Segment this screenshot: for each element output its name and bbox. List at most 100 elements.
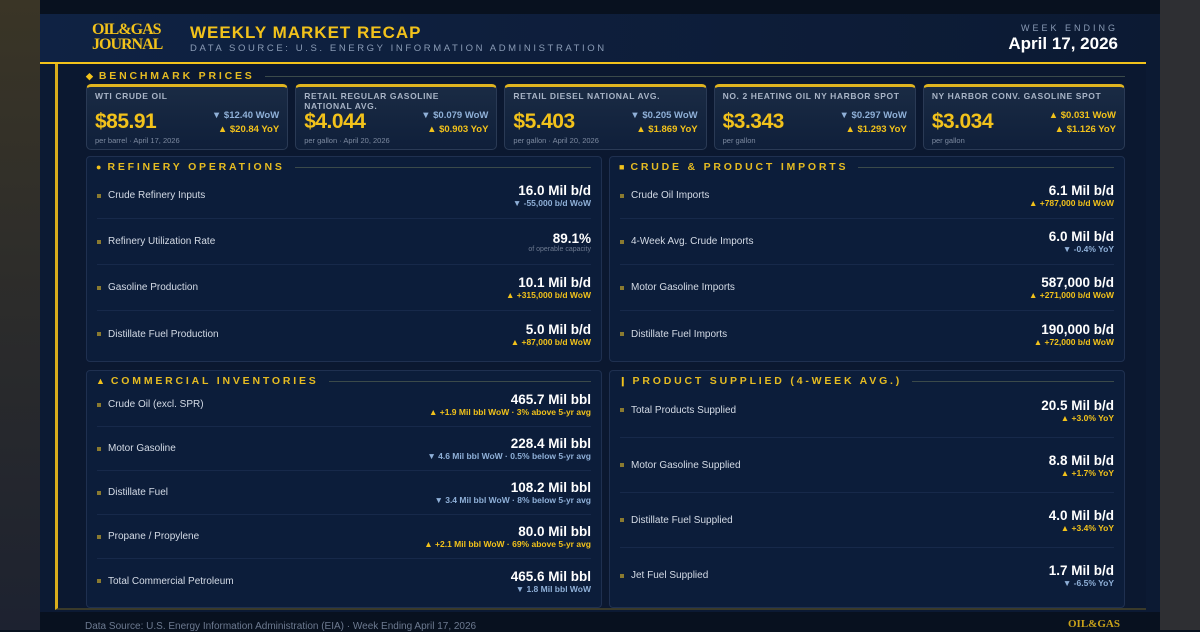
metric-change: of operable capacity [528, 245, 591, 253]
metric-value: 8.8 Mil b/d [1048, 452, 1114, 468]
metric-value: 80.0 Mil bbl [518, 524, 591, 539]
metric-value: 465.7 Mil bbl [510, 392, 591, 407]
metric-label: Crude Oil (excl. SPR) [97, 399, 204, 410]
card-sub: per gallon · April 20, 2026 [513, 136, 599, 145]
metric-value-group: 80.0 Mil bbl ▲ +2.1 Mil bbl WoW · 69% abo… [424, 524, 591, 549]
section-title-text: BENCHMARK PRICES [98, 70, 255, 82]
wow-change: ▼ $0.205 WoW [630, 110, 698, 121]
metric-value: 190,000 b/d [1041, 321, 1114, 337]
refinery-operations-panel: ● REFINERY OPERATIONS Crude Refinery Input… [86, 156, 602, 362]
card-label: NY HARBOR CONV. GASOLINE SPOT [931, 91, 1102, 101]
metric-value-group: 6.0 Mil b/d ▼ -0.4% YoY [1049, 229, 1114, 254]
metric-row: Crude Oil Imports 6.1 Mil b/d ▲ +787,000 b… [620, 173, 1114, 219]
metric-value: 4.0 Mil b/d [1048, 507, 1114, 523]
metric-list: Crude Refinery Inputs 16.0 Mil b/d ▼ -55,0… [97, 173, 591, 357]
right-backdrop [1160, 0, 1200, 630]
divider [912, 380, 1114, 382]
divider [328, 380, 591, 382]
yoy-change: ▲ $1.293 YoY [845, 124, 907, 135]
footer-source: Data Source: U.S. Energy Information Adm… [85, 621, 477, 632]
metric-value: 10.1 Mil b/d [518, 275, 591, 290]
bullet-icon [97, 534, 101, 539]
week-ending-date: April 17, 2026 [1008, 34, 1118, 53]
metric-change: ▼ -55,000 b/d WoW [512, 198, 591, 208]
metric-label: Total Products Supplied [620, 405, 736, 416]
metric-label-text: Motor Gasoline Imports [631, 282, 735, 293]
week-ending-label: WEEK ENDING [1020, 23, 1118, 33]
metric-change: ▼ -6.5% YoY [1062, 578, 1114, 588]
metric-row: 4-Week Avg. Crude Imports 6.0 Mil b/d ▼ -0… [620, 219, 1114, 265]
bullet-icon [97, 579, 101, 583]
card-changes: ▲ $0.031 WoW ▲ $1.126 YoY [1049, 109, 1116, 137]
card-sub: per gallon [931, 136, 965, 145]
section-title-text: COMMERCIAL INVENTORIES [110, 375, 319, 387]
card-price: $5.403 [513, 110, 575, 133]
metric-value-group: 1.7 Mil b/d ▼ -6.5% YoY [1049, 563, 1114, 588]
metric-value-group: 5.0 Mil b/d ▲ +87,000 b/d WoW [511, 322, 591, 347]
diamond-icon: ◆ [86, 70, 93, 81]
metric-label: Gasoline Production [97, 282, 198, 293]
metric-row: Motor Gasoline Imports 587,000 b/d ▲ +271,… [620, 265, 1114, 311]
metric-row: Propane / Propylene 80.0 Mil bbl ▲ +2.1 Mi… [97, 515, 591, 559]
card-changes: ▼ $0.205 WoW ▲ $1.869 YoY [630, 109, 697, 137]
metric-value-group: 6.1 Mil b/d ▲ +787,000 b/d WoW [1029, 183, 1114, 208]
metric-label: Motor Gasoline [97, 443, 176, 454]
card-price: $3.343 [722, 110, 785, 133]
metric-label-text: Motor Gasoline Supplied [631, 459, 741, 471]
metric-change: ▲ +315,000 b/d WoW [505, 290, 591, 300]
metric-label-text: Jet Fuel Supplied [631, 570, 709, 581]
metric-label-text: Distillate Fuel Production [108, 328, 219, 340]
metric-list: Total Products Supplied 20.5 Mil b/d ▲ +3.… [620, 383, 1114, 603]
metric-value: 89.1% [552, 230, 591, 246]
metric-label: Distillate Fuel Imports [620, 329, 727, 340]
metric-row: Total Products Supplied 20.5 Mil b/d ▲ +3.… [620, 383, 1114, 438]
metric-label-text: Distillate Fuel [108, 487, 169, 498]
yoy-change: ▲ $0.903 YoY [427, 124, 489, 135]
metric-value: 465.6 Mil bbl [510, 568, 591, 584]
section-title-text: REFINERY OPERATIONS [107, 161, 285, 173]
bullet-icon [97, 285, 101, 290]
metric-value-group: 465.6 Mil bbl ▼ 1.8 Mil bbl WoW [511, 569, 591, 594]
card-label: NO. 2 HEATING OIL NY HARBOR SPOT [722, 91, 900, 101]
page-subtitle: DATA SOURCE: U.S. ENERGY INFORMATION ADM… [190, 43, 607, 54]
metric-label-text: Crude Oil (excl. SPR) [108, 399, 204, 410]
metric-label: Jet Fuel Supplied [620, 570, 708, 581]
metric-row: Crude Oil (excl. SPR) 465.7 Mil bbl ▲ +1.9… [97, 383, 591, 427]
metric-value: 6.0 Mil b/d [1048, 229, 1114, 244]
section-title: ● REFINERY OPERATIONS [96, 161, 591, 173]
wow-change: ▲ $0.031 WoW [1048, 110, 1117, 121]
header: OIL&GAS JOURNAL WEEKLY MARKET RECAP DATA … [40, 14, 1160, 62]
section-icon: ❙ [619, 375, 627, 386]
benchmark-title: ◆ BENCHMARK PRICES [86, 70, 1125, 82]
metric-label: Total Commercial Petroleum [97, 576, 234, 587]
bullet-icon [620, 193, 624, 198]
bullet-icon [620, 408, 624, 412]
metric-value-group: 108.2 Mil bbl ▼ 3.4 Mil bbl WoW · 8% belo… [434, 480, 591, 505]
metric-label-text: Refinery Utilization Rate [108, 236, 216, 247]
yoy-change: ▲ $1.869 YoY [636, 124, 698, 135]
price-card: RETAIL REGULAR GASOLINE NATIONAL AVG. $4… [295, 84, 498, 150]
footer-logo: OIL&GAS [1068, 618, 1120, 630]
section-icon: ▲ [96, 376, 105, 386]
metric-label-text: Crude Refinery Inputs [108, 190, 206, 201]
metric-value: 6.1 Mil b/d [1048, 183, 1114, 198]
metric-change: ▲ +72,000 b/d WoW [1033, 336, 1114, 347]
card-sub: per gallon [722, 136, 756, 145]
card-label: RETAIL REGULAR GASOLINE NATIONAL AVG. [304, 91, 440, 111]
product-supplied-panel: ❙ PRODUCT SUPPLIED (4-WEEK AVG.) Total Pro… [609, 370, 1125, 608]
ogj-logo: OIL&GAS JOURNAL [92, 22, 163, 53]
metric-row: Motor Gasoline Supplied 8.8 Mil b/d ▲ +1.7… [620, 438, 1114, 493]
metric-value-group: 8.8 Mil b/d ▲ +1.7% YoY [1049, 453, 1114, 478]
metric-value-group: 190,000 b/d ▲ +72,000 b/d WoW [1034, 322, 1114, 347]
benchmark-cards: WTI CRUDE OIL $85.91 per barrel · April … [86, 84, 1126, 150]
metric-change: ▼ 4.6 Mil bbl WoW · 0.5% below 5-yr avg [427, 451, 591, 461]
wow-change: ▼ $12.40 WoW [211, 110, 280, 121]
card-sub: per barrel · April 17, 2026 [95, 136, 180, 145]
metric-row: Jet Fuel Supplied 1.7 Mil b/d ▼ -6.5% YoY [620, 548, 1114, 603]
card-price: $3.034 [931, 110, 994, 133]
metric-label-text: Propane / Propylene [108, 531, 200, 542]
bullet-icon [620, 518, 624, 522]
metric-label-text: Distillate Fuel Supplied [631, 514, 733, 526]
metric-change: ▲ +1.7% YoY [1060, 467, 1114, 478]
bullet-icon [97, 193, 101, 198]
